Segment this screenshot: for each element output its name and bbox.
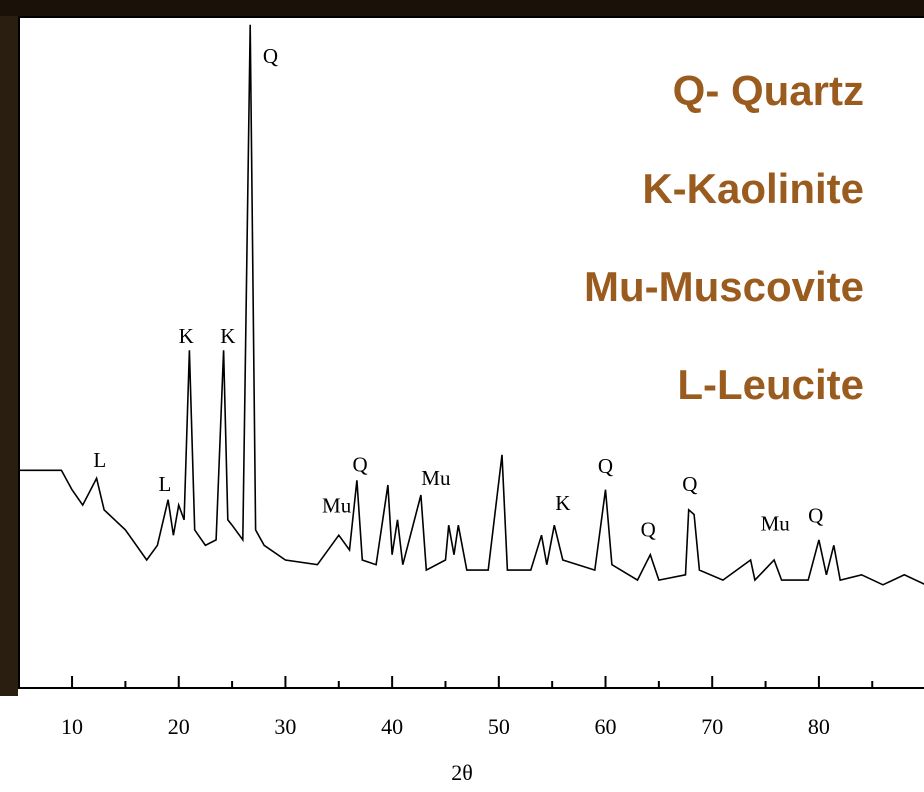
key-text: Q- Quartz: [673, 67, 864, 114]
peak-label: Q: [641, 518, 656, 542]
peak-label: K: [220, 324, 235, 348]
peak-label: Q: [808, 504, 823, 528]
peak-label: Mu: [322, 494, 352, 518]
peak-label: Mu: [421, 466, 451, 490]
peak-label: K: [555, 491, 570, 515]
peak-label: Q: [598, 454, 613, 478]
key-text: Mu-Muscovite: [584, 263, 864, 310]
peak-label: Q: [682, 472, 697, 496]
x-tick-label: 30: [274, 714, 296, 739]
left-band: [0, 16, 18, 696]
x-tick-label: 10: [61, 714, 83, 739]
x-tick-label: 50: [488, 714, 510, 739]
xrd-line: [18, 24, 924, 586]
peak-label: Q: [353, 453, 368, 477]
x-tick-label: 20: [168, 714, 190, 739]
x-axis-label: 2θ: [451, 760, 473, 785]
plot-frame: [18, 16, 924, 689]
x-tick-label: 80: [808, 714, 830, 739]
top-band: [0, 0, 924, 16]
peak-label: K: [179, 324, 194, 348]
x-tick-label: 60: [595, 714, 617, 739]
peak-label: Q: [263, 44, 278, 68]
peak-label: L: [93, 448, 106, 472]
key-text: K-Kaolinite: [642, 165, 864, 212]
peak-label: Mu: [761, 512, 791, 536]
peak-label: L: [158, 472, 171, 496]
x-tick-label: 40: [381, 714, 403, 739]
x-tick-label: 70: [701, 714, 723, 739]
key-text: L-Leucite: [677, 361, 864, 408]
